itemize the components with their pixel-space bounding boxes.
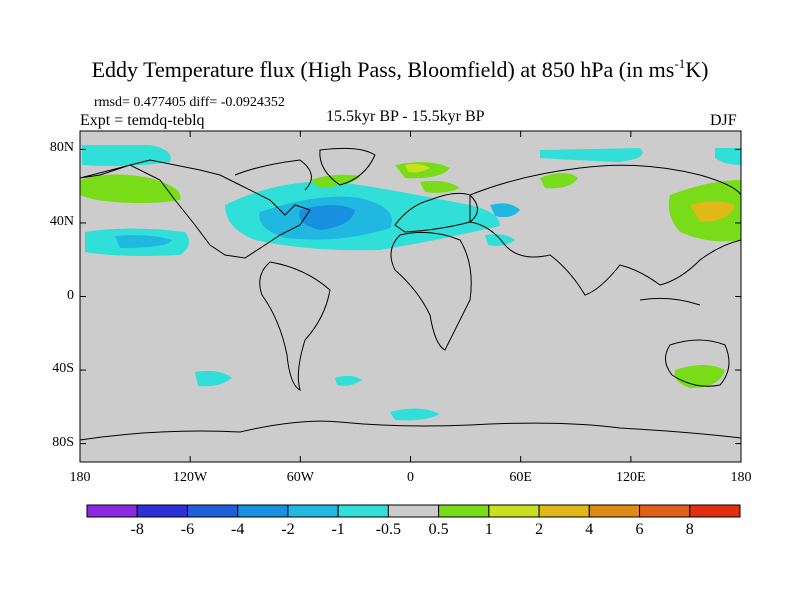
colorbar-swatch xyxy=(488,504,540,518)
stats-text: rmsd= 0.477405 diff= -0.0924352 xyxy=(94,95,285,110)
map-title: Eddy Temperature flux (High Pass, Bloomf… xyxy=(91,56,709,82)
colorbar-swatch xyxy=(588,504,641,518)
colorbar-swatch xyxy=(237,504,289,518)
colorbar-label: -0.5 xyxy=(375,521,402,538)
colorbar-swatch xyxy=(186,504,239,518)
x-tick-label: 60E xyxy=(509,470,532,485)
colorbar-label: -4 xyxy=(231,521,245,538)
y-tick-label: 80S xyxy=(52,434,74,450)
colorbar-swatch xyxy=(86,504,138,518)
colorbar-swatch xyxy=(337,504,389,518)
colorbar-label: 6 xyxy=(635,521,644,538)
y-tick-label: 0 xyxy=(67,287,74,303)
colorbar-label: -1 xyxy=(331,521,345,538)
colorbar-swatch xyxy=(136,504,188,518)
axis-ticks xyxy=(79,131,742,462)
colorbar-swatch xyxy=(538,504,590,518)
period-label: 15.5kyr BP - 15.5kyr BP xyxy=(326,108,485,125)
colorbar-swatch xyxy=(689,504,741,518)
colorbar-swatch xyxy=(438,504,490,518)
map-background xyxy=(80,131,741,462)
colorbar-label: -2 xyxy=(281,521,295,538)
season-label: DJF xyxy=(710,112,737,129)
x-tick-label: 60W xyxy=(286,470,314,485)
experiment-label: Expt = temdq-teblq xyxy=(80,112,205,129)
x-tick-label: 0 xyxy=(407,470,414,485)
y-tick-label: 40N xyxy=(49,213,74,229)
x-tick-label: 180 xyxy=(69,470,91,485)
x-tick-label: 120W xyxy=(173,470,208,485)
x-tick-label: 180 xyxy=(730,470,752,485)
colorbar-label: 2 xyxy=(535,521,544,538)
y-tick-label: 40S xyxy=(52,361,74,377)
coastlines xyxy=(79,147,742,441)
colorbar-swatch xyxy=(387,504,440,518)
colorbar-label: -8 xyxy=(130,521,144,538)
colorbar-swatch xyxy=(639,504,691,518)
x-tick-label: 120E xyxy=(616,470,646,485)
colorbar-label: 0.5 xyxy=(428,521,449,538)
colorbar-label: 8 xyxy=(685,521,694,538)
colorbar-swatch xyxy=(287,504,339,518)
y-tick-label: 80N xyxy=(49,140,74,156)
colorbar-label: 4 xyxy=(585,521,594,538)
colorbar-label: 1 xyxy=(484,521,493,538)
colorbar-label: -6 xyxy=(180,521,195,538)
colorbar xyxy=(86,504,741,518)
